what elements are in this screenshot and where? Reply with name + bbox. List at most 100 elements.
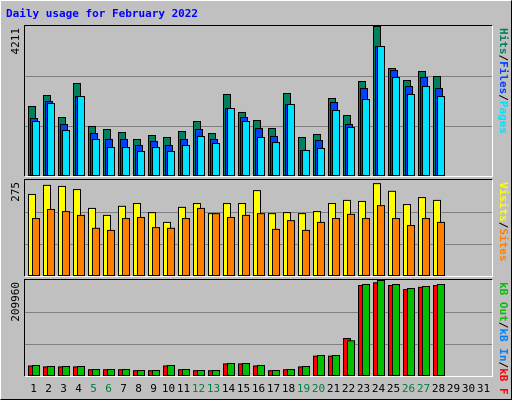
bar <box>347 340 355 376</box>
bar <box>257 365 265 377</box>
bar <box>437 221 445 277</box>
legend-entry: kB Out <box>497 282 510 322</box>
x-tick-label: 28 <box>432 382 445 395</box>
bar <box>227 217 235 276</box>
bar <box>227 107 235 176</box>
bar <box>257 213 265 276</box>
x-tick-label: 5 <box>90 382 97 395</box>
x-tick-label: 6 <box>105 382 112 395</box>
legend: kB Out/kB In/kB F <box>497 282 510 395</box>
bar <box>407 288 415 377</box>
legend: Visits/Sites <box>497 182 510 262</box>
x-tick-label: 29 <box>447 382 460 395</box>
bar <box>197 370 205 376</box>
bar <box>287 104 295 176</box>
bar <box>332 218 340 276</box>
x-tick-label: 9 <box>150 382 157 395</box>
bar <box>257 136 265 176</box>
x-tick-label: 16 <box>252 382 265 395</box>
x-tick-label: 27 <box>417 382 430 395</box>
bar <box>272 370 280 376</box>
y-max-label: 209960 <box>9 282 22 322</box>
bar <box>362 99 370 176</box>
bar <box>77 366 85 376</box>
bar <box>167 365 175 377</box>
x-tick-label: 11 <box>177 382 190 395</box>
bar <box>437 95 445 176</box>
bar <box>317 355 325 376</box>
bar <box>242 214 250 276</box>
bar <box>62 366 70 376</box>
x-tick-label: 15 <box>237 382 250 395</box>
bar <box>47 208 55 276</box>
bar <box>362 218 370 276</box>
y-max-label: 275 <box>9 182 22 202</box>
bar <box>47 366 55 376</box>
bar <box>377 280 385 376</box>
legend-entry: kB F <box>497 368 510 395</box>
panel-border-light <box>24 179 493 277</box>
legend-separator: / <box>497 322 510 329</box>
bar <box>182 145 190 176</box>
x-tick-label: 19 <box>297 382 310 395</box>
y-max-label: 4211 <box>9 28 22 55</box>
bar <box>137 150 145 177</box>
bar <box>32 121 40 177</box>
bar <box>152 370 160 376</box>
x-tick-label: 2 <box>45 382 52 395</box>
bar <box>32 365 40 377</box>
x-tick-label: 7 <box>120 382 127 395</box>
bar <box>197 207 205 276</box>
legend-separator: / <box>497 222 510 229</box>
bar <box>407 94 415 176</box>
legend-separator: / <box>497 362 510 369</box>
bar <box>362 284 370 377</box>
x-tick-label: 24 <box>372 382 386 395</box>
bar <box>242 121 250 177</box>
bar <box>122 147 130 177</box>
bar <box>347 127 355 176</box>
bar <box>302 149 310 176</box>
bar <box>167 150 175 177</box>
bar <box>182 369 190 377</box>
bar <box>107 229 115 276</box>
bar <box>47 103 55 176</box>
bar <box>197 135 205 176</box>
bar <box>377 46 385 176</box>
x-tick-label: 30 <box>462 382 475 395</box>
bar <box>272 228 280 276</box>
x-tick-label: 18 <box>282 382 295 395</box>
x-tick-label: 4 <box>75 382 82 395</box>
bar <box>92 227 100 276</box>
x-tick-label: 13 <box>207 382 220 395</box>
bar <box>212 213 220 276</box>
bar <box>332 355 340 376</box>
bar <box>347 213 355 276</box>
bar <box>332 109 340 176</box>
x-tick-label: 31 <box>477 382 490 395</box>
panel-border-light <box>24 279 493 377</box>
bar <box>122 218 130 276</box>
bar <box>437 284 445 377</box>
bar <box>287 220 295 277</box>
bar <box>392 77 400 176</box>
bar <box>137 217 145 276</box>
bar <box>62 211 70 276</box>
x-tick-label: 3 <box>60 382 67 395</box>
bar <box>92 138 100 177</box>
legend-entry: kB In <box>497 328 510 361</box>
bar <box>92 369 100 377</box>
bar <box>407 225 415 277</box>
bar <box>227 363 235 376</box>
legend-entry: Hits <box>497 28 510 55</box>
bar <box>317 148 325 176</box>
legend-separator: / <box>497 55 510 62</box>
x-tick-label: 23 <box>357 382 370 395</box>
bar <box>62 130 70 177</box>
x-tick-label: 25 <box>387 382 400 395</box>
bar <box>272 142 280 177</box>
bar <box>122 369 130 377</box>
bar <box>212 370 220 376</box>
x-tick-label: 8 <box>135 382 142 395</box>
